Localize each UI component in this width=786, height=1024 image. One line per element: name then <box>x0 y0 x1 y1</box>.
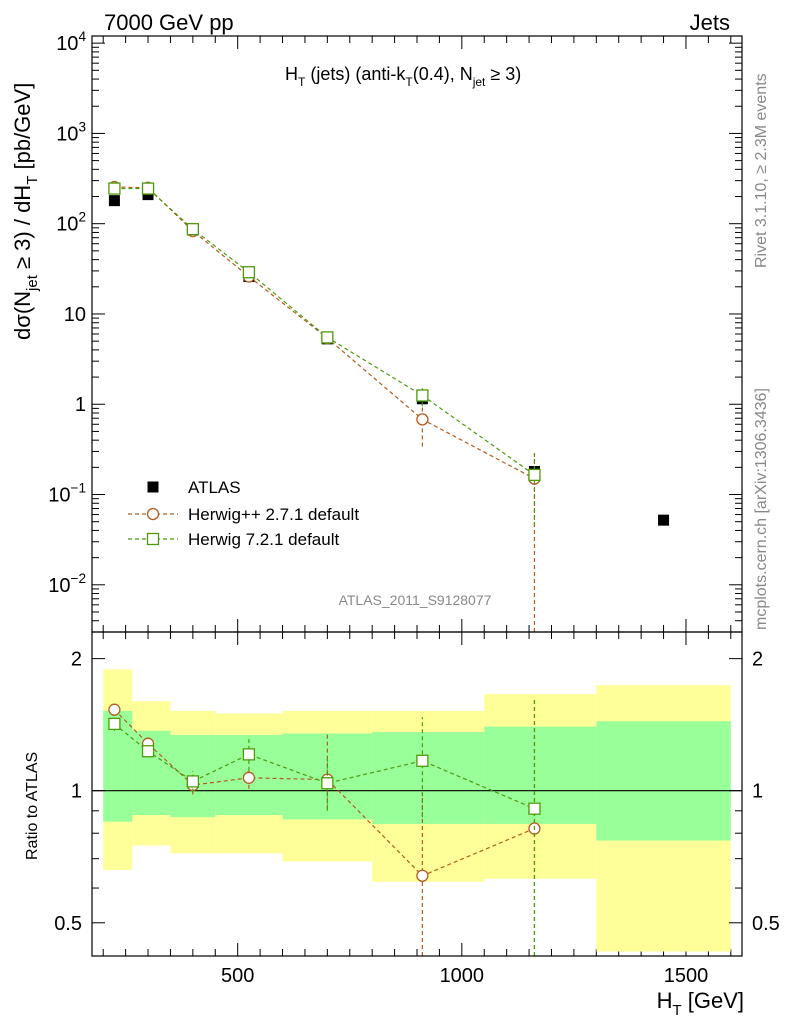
y-tick-label: 103 <box>56 119 86 145</box>
x-tick-label: 1000 <box>440 965 485 987</box>
x-tick-label: 500 <box>221 965 254 987</box>
herwig-2-7-1-default-point <box>416 413 429 426</box>
atlas-point <box>108 195 120 207</box>
ratio-plot-frame <box>91 631 743 957</box>
ratio-y-tick-label-left: 0.5 <box>54 913 82 935</box>
y-tick-label: 10 <box>64 304 86 326</box>
x-tick-label: 1500 <box>664 965 709 987</box>
mcplots-label: mcplots.cern.ch [arXiv:1306.3436] <box>753 388 770 630</box>
analysis-label: ATLAS_2011_S9128077 <box>339 592 492 608</box>
herwig-7-2-1-default-ratio-point <box>242 748 256 761</box>
ratio-y-tick-label-right: 2 <box>752 649 763 671</box>
legend-marker-atlas <box>147 481 159 493</box>
herwig-7-2-1-default-ratio-point <box>186 775 200 788</box>
ratio-y-tick-label-left: 2 <box>71 649 82 671</box>
herwig-7-2-1-default-ratio-point <box>108 717 121 731</box>
herwig-7-2-1-default-point <box>242 266 256 279</box>
y-tick-label: 102 <box>56 210 86 236</box>
legend-label-herwig-7-2-1-default: Herwig 7.2.1 default <box>188 530 339 549</box>
stat-uncertainty-band <box>372 732 485 824</box>
herwig-7-2-1-default-point <box>321 331 334 344</box>
herwig-2-7-1-default-ratio-point <box>108 703 121 716</box>
legend-label-atlas: ATLAS <box>188 478 241 497</box>
energy-label: 7000 GeV pp <box>104 10 234 35</box>
y-tick-label: 10−2 <box>48 571 86 597</box>
legend-marker-herwig-7-2-1-default <box>146 532 160 546</box>
ratio-y-axis-label: Ratio to ATLAS <box>24 752 41 860</box>
y-tick-label: 1 <box>75 394 86 416</box>
x-axis-label: HT [GeV] <box>657 988 744 1019</box>
legend-marker-herwig-2-7-1-default <box>146 507 160 521</box>
herwig-2-7-1-default-ratio-point <box>242 771 256 784</box>
herwig-7-2-1-default-point <box>416 389 429 402</box>
herwig-7-2-1-default-ratio-point <box>416 754 429 767</box>
herwig-7-2-1-default-point <box>186 223 200 236</box>
ratio-y-tick-label-left: 1 <box>71 781 82 803</box>
legend-label-herwig-2-7-1-default: Herwig++ 2.7.1 default <box>188 505 359 524</box>
herwig-2-7-1-default-ratio-point <box>416 869 429 882</box>
ratio-y-tick-label-right: 0.5 <box>752 913 780 935</box>
herwig-7-2-1-default-point <box>141 182 155 195</box>
category-label: Jets <box>690 10 730 35</box>
stat-uncertainty-band <box>596 721 731 841</box>
rivet-label: Rivet 3.1.10, ≥ 2.3M events <box>753 73 770 268</box>
atlas-point <box>658 514 670 526</box>
herwig-7-2-1-default-ratio-point <box>321 777 334 790</box>
herwig-7-2-1-default-ratio-point <box>528 802 541 815</box>
y-tick-label: 104 <box>56 29 86 55</box>
herwig-7-2-1-default-point <box>528 468 541 482</box>
ratio-y-tick-label-right: 1 <box>752 781 763 803</box>
y-tick-label: 10−1 <box>48 481 86 507</box>
main-y-axis-label: dσ(Njet ≥ 3) / dHT [pb/GeV] <box>10 83 41 340</box>
herwig-7-2-1-default-point <box>108 182 121 195</box>
plot-title: HT (jets) (anti-kT(0.4), Njet ≥ 3) <box>285 64 521 89</box>
herwig-7-2-1-default-ratio-point <box>141 745 155 758</box>
